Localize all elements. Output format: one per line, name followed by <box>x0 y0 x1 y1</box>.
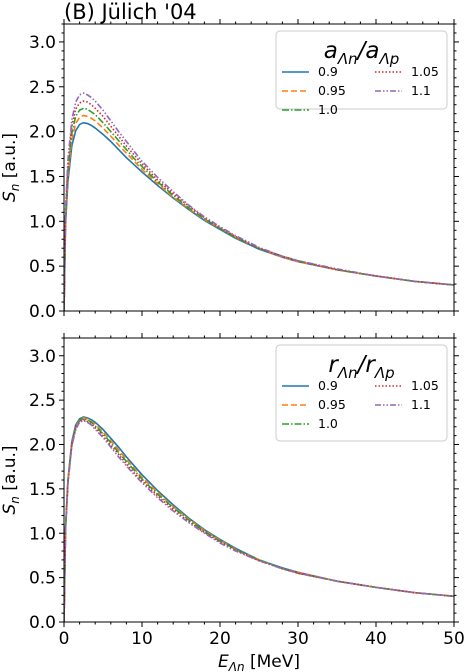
x-tick-label: 50 <box>443 629 465 649</box>
x-tick-label: 20 <box>209 629 231 649</box>
series-lines <box>64 416 454 622</box>
y-tick-label: 2.0 <box>29 436 56 456</box>
series-line-1-1 <box>64 92 454 311</box>
series-line-0-95 <box>64 417 454 622</box>
legend-title: aΛn/aΛp <box>324 38 400 68</box>
legend-title: rΛn/rΛp <box>328 352 394 382</box>
legend-box <box>275 344 448 442</box>
x-tick-label: 40 <box>365 629 387 649</box>
y-tick-label: 3.0 <box>29 347 56 367</box>
legend-box <box>275 30 448 110</box>
series-line-0-9 <box>64 416 454 622</box>
series-line-1-0 <box>64 107 454 311</box>
series-line-0-95 <box>64 114 454 311</box>
series-line-1-0 <box>64 417 454 622</box>
panel-top: 0.00.51.01.52.02.53.0Sn [a.u.]aΛn/aΛp0.9… <box>0 19 459 322</box>
legend-label-0-95: 0.95 <box>318 397 346 412</box>
legend-label-1-1: 1.1 <box>411 83 431 98</box>
series-line-0-9 <box>64 121 454 311</box>
y-tick-label: 0.5 <box>29 257 56 277</box>
panel-bottom: 0.0 0.5 1.0 1.5 2.0 2.5 3.0 0 10 20 30 40 50 EΛn [MeV… <box>0 333 465 672</box>
y-tick-label: 2.5 <box>29 78 56 98</box>
figure-label: (B) Jülich '04 <box>64 0 197 24</box>
y-axis-label: Sn [a.u.] <box>0 445 22 514</box>
series-line-1-05 <box>64 418 454 622</box>
y-tick-label: 3.0 <box>29 33 56 53</box>
legend-label-1-05: 1.05 <box>411 378 439 393</box>
legend-label-1-0: 1.0 <box>318 102 338 117</box>
legend-label-1-1: 1.1 <box>411 397 431 412</box>
legend-label-1-0: 1.0 <box>318 416 338 431</box>
series-lines <box>64 92 454 311</box>
legend-label-0-9: 0.9 <box>318 64 338 79</box>
x-tick-label: 30 <box>287 629 309 649</box>
x-tick-label: 0 <box>59 629 70 649</box>
series-line-1-05 <box>64 100 454 311</box>
legend-label-1-05: 1.05 <box>411 64 439 79</box>
x-axis-label: EΛn [MeV] <box>218 652 300 672</box>
y-tick-label: 1.0 <box>29 524 56 544</box>
y-tick-label: 1.5 <box>29 480 56 500</box>
y-tick-label: 2.0 <box>29 123 56 143</box>
legend-label-0-9: 0.9 <box>318 378 338 393</box>
y-tick-label: 0.0 <box>29 302 56 322</box>
y-tick-label: 2.5 <box>29 391 56 411</box>
x-tick-label: 10 <box>131 629 153 649</box>
y-tick-label: 1.0 <box>29 212 56 232</box>
y-tick-label: 0.5 <box>29 569 56 589</box>
y-tick-label: 0.0 <box>29 613 56 633</box>
y-axis-label: Sn [a.u.] <box>0 133 22 202</box>
y-tick-label: 1.5 <box>29 167 56 187</box>
legend-label-0-95: 0.95 <box>318 83 346 98</box>
series-line-1-1 <box>64 419 454 622</box>
